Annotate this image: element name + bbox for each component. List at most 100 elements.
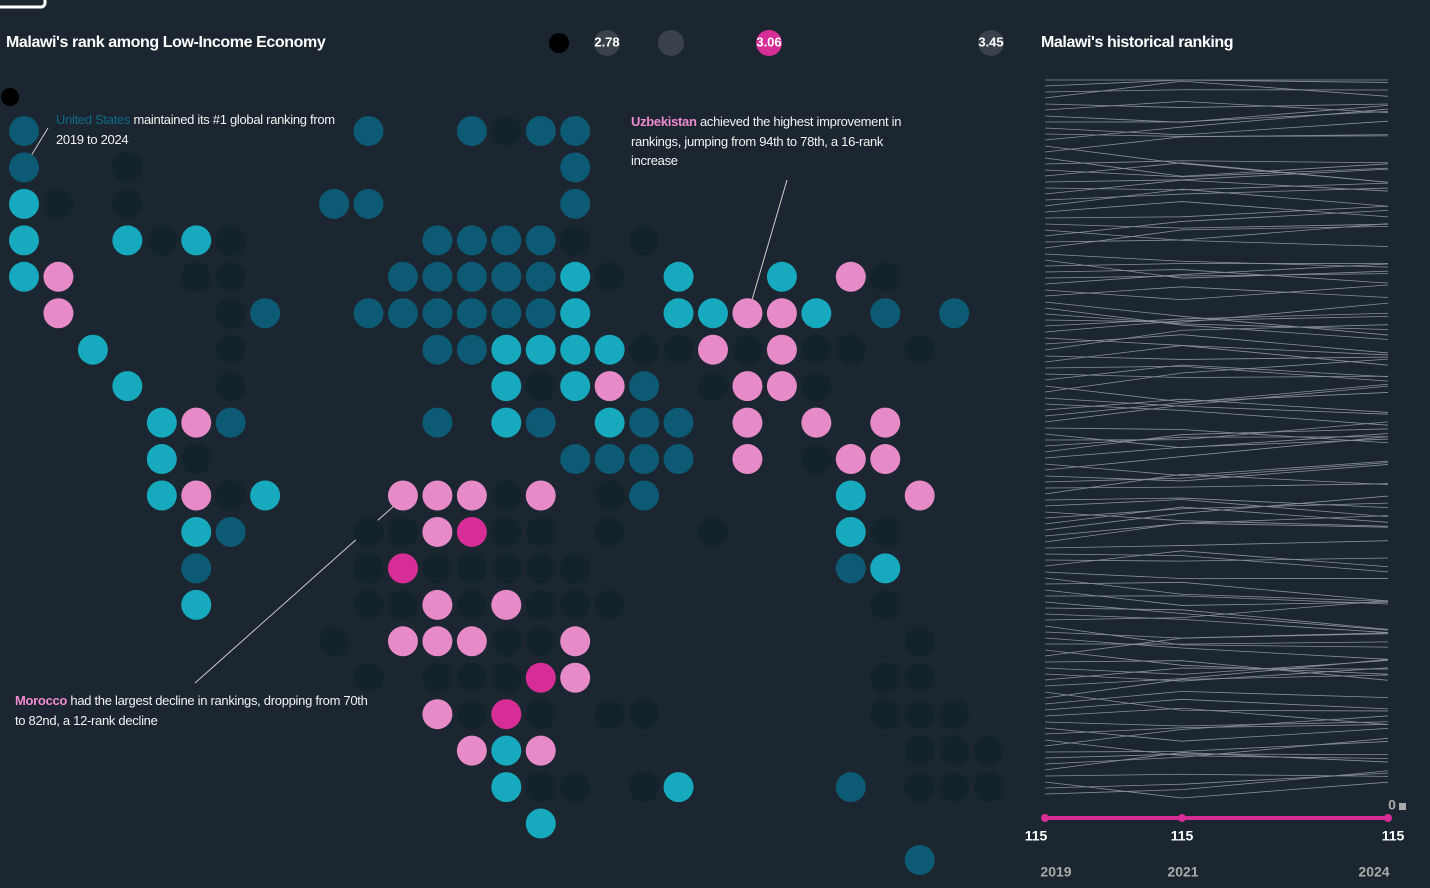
country-dot xyxy=(491,298,522,329)
leader-line xyxy=(751,179,788,301)
country-dot xyxy=(870,261,901,292)
rank-line xyxy=(1044,660,1389,675)
annotation: Uzbekistan achieved the highest improvem… xyxy=(631,112,931,171)
country-dot xyxy=(525,662,556,693)
annotation: Morocco had the largest decline in ranki… xyxy=(15,691,375,730)
country-dot xyxy=(491,516,522,547)
country-dot xyxy=(215,480,246,511)
country-dot xyxy=(422,225,453,256)
country-dot xyxy=(353,553,384,584)
country-dot xyxy=(560,626,591,657)
country-dot xyxy=(594,407,625,438)
country-dot xyxy=(422,553,453,584)
country-dot xyxy=(629,225,660,256)
country-dot xyxy=(353,298,384,329)
rank-line xyxy=(1044,698,1389,711)
country-dot xyxy=(181,407,212,438)
rank-line xyxy=(1044,313,1389,330)
country-dot xyxy=(353,589,384,620)
top-icon[interactable] xyxy=(0,0,47,9)
country-dot xyxy=(112,225,143,256)
country-dot xyxy=(43,298,74,329)
country-dot xyxy=(732,407,763,438)
country-dot xyxy=(491,225,522,256)
rank-line xyxy=(1044,345,1389,366)
country-dot xyxy=(525,371,556,402)
rank-line xyxy=(1044,120,1389,136)
country-dot xyxy=(663,444,694,475)
country-dot xyxy=(353,116,384,146)
rank-line xyxy=(1044,739,1389,759)
rank-line xyxy=(1044,312,1389,327)
rank-line xyxy=(1044,334,1389,354)
country-dot xyxy=(525,334,556,365)
rank-line xyxy=(1044,436,1389,471)
country-dot xyxy=(491,116,522,146)
country-dot xyxy=(663,261,694,292)
rank-line xyxy=(1044,307,1389,340)
country-dot xyxy=(215,407,246,438)
annotation-text: achieved the highest improvement in rank… xyxy=(631,114,902,168)
country-dot xyxy=(456,589,487,620)
country-dot xyxy=(801,371,832,402)
rank-line xyxy=(1044,157,1389,177)
country-dot xyxy=(491,480,522,511)
country-dot xyxy=(732,334,763,365)
country-dot xyxy=(732,298,763,329)
rank-line xyxy=(1044,625,1389,648)
country-dot xyxy=(904,662,935,693)
country-dot xyxy=(491,589,522,620)
country-dot xyxy=(560,444,591,475)
country-dot xyxy=(939,699,970,730)
country-dot xyxy=(525,553,556,584)
rank-line xyxy=(1044,355,1389,360)
country-dot xyxy=(43,261,74,292)
rank-line xyxy=(1044,724,1389,735)
rank-line xyxy=(1044,188,1389,207)
rank-line xyxy=(1044,601,1389,631)
country-dot xyxy=(939,735,970,766)
rank-line xyxy=(1044,589,1389,606)
country-dot xyxy=(835,516,866,547)
country-dot xyxy=(904,735,935,766)
country-dot xyxy=(422,407,453,438)
rank-line xyxy=(1044,464,1389,482)
country-dot xyxy=(525,298,556,329)
malawi-point xyxy=(1178,814,1186,822)
rank-line xyxy=(1044,737,1389,765)
country-dot xyxy=(560,116,591,146)
country-dot xyxy=(594,480,625,511)
country-dot xyxy=(215,261,246,292)
rank-label: 115 xyxy=(1171,828,1194,844)
rank-line xyxy=(1044,674,1389,699)
annotation-text: maintained its #1 global ranking from 20… xyxy=(56,112,335,147)
country-dot xyxy=(422,480,453,511)
rank-line xyxy=(1044,502,1389,519)
country-dot xyxy=(766,298,797,329)
rank-line xyxy=(1044,522,1389,543)
country-dot xyxy=(732,444,763,475)
rank-line xyxy=(1044,301,1389,336)
axis-marker xyxy=(1399,803,1406,810)
country-dot xyxy=(594,589,625,620)
country-dot xyxy=(870,444,901,475)
rank-line xyxy=(1044,100,1389,114)
legend-dot xyxy=(594,30,620,56)
rank-line xyxy=(1044,753,1389,759)
country-dot xyxy=(491,662,522,693)
country-dot xyxy=(456,116,487,146)
legend-icon xyxy=(549,33,569,53)
country-dot xyxy=(387,553,418,584)
country-dot xyxy=(181,589,212,620)
leader-line xyxy=(30,127,49,157)
country-dot xyxy=(9,188,39,219)
year-label: 2024 xyxy=(1358,864,1389,880)
rank-line xyxy=(1044,108,1389,141)
rank-line xyxy=(1044,385,1389,403)
country-dot xyxy=(629,407,660,438)
rank-line xyxy=(1044,133,1389,137)
rank-line xyxy=(1044,659,1389,687)
country-dot xyxy=(456,662,487,693)
rank-line xyxy=(1044,398,1389,413)
rank-line xyxy=(1044,383,1389,417)
